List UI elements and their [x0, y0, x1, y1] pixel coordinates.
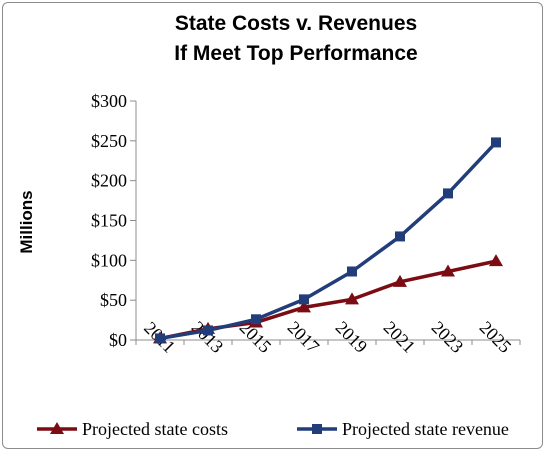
y-tick-label: $50 [100, 290, 127, 310]
data-point [441, 264, 455, 277]
legend-item: Projected state costs [37, 419, 228, 439]
y-tick-label: $200 [91, 171, 127, 191]
data-point [203, 325, 213, 336]
legend-label: Projected state costs [82, 419, 228, 439]
data-point [443, 188, 453, 199]
x-tick-label: 2021 [380, 317, 420, 357]
y-axis-label: Millions [17, 190, 36, 253]
y-tick-labels: $0 $50 $100 $150 $200 $250 $300 [91, 91, 127, 350]
data-point [251, 314, 261, 325]
data-point [155, 333, 165, 344]
y-tick-label: $250 [91, 131, 127, 151]
x-tick-label: 2017 [284, 317, 324, 357]
legend-item: Projected state revenue [297, 419, 509, 439]
y-tick-label: $100 [91, 250, 127, 270]
legend: Projected state costs Projected state rev… [37, 419, 509, 439]
data-point [347, 266, 357, 277]
data-point [491, 137, 501, 148]
data-point [299, 294, 309, 305]
legend-marker [50, 422, 64, 434]
series-line [159, 141, 498, 341]
y-tick-label: $300 [91, 91, 127, 111]
data-point [393, 274, 407, 287]
chart-title-line-1: State Costs v. Revenues [175, 12, 417, 35]
data-point [395, 231, 405, 242]
y-tick-label: $150 [91, 211, 127, 231]
data-point [297, 300, 311, 313]
legend-label: Projected state revenue [342, 419, 509, 439]
x-tick-label: 2025 [476, 317, 516, 357]
legend-marker [312, 424, 322, 434]
series-projected-state-revenue [155, 137, 501, 344]
chart-title-line-2: If Meet Top Performance [174, 42, 418, 65]
data-point [345, 292, 359, 305]
x-tick-labels: 20112013201520172019202120232025 [140, 317, 515, 357]
data-point [489, 254, 503, 267]
y-tick-label: $0 [109, 330, 127, 350]
series-group [153, 137, 503, 344]
axes [130, 100, 521, 345]
x-tick-label: 2023 [428, 317, 468, 357]
x-tick-label: 2019 [332, 317, 372, 357]
